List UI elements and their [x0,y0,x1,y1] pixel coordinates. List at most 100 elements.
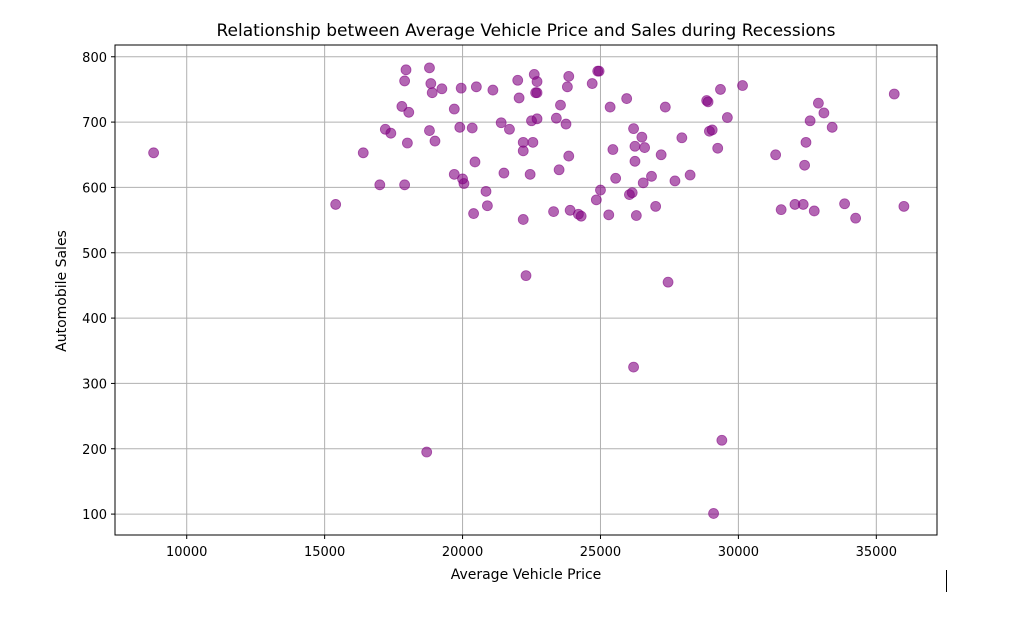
y-tick-label: 200 [82,443,107,458]
y-axis-title: Automobile Sales [54,230,70,352]
y-tick-label: 300 [82,377,107,392]
scatter-point [629,155,641,167]
scatter-point [480,185,492,197]
scatter-point [676,132,688,144]
scatter-point [517,145,529,157]
scatter-point [812,97,824,109]
scatter-point [626,187,638,199]
scatter-point [424,62,435,74]
scatter-point [403,106,415,118]
scatter-point [655,149,667,161]
scatter-point [468,208,479,219]
scatter-point [555,99,566,111]
scatter-point [586,78,598,89]
scatter-point [607,144,619,155]
scatter-point [498,167,510,179]
scatter-point [550,112,562,124]
y-tick-label: 100 [82,508,107,523]
x-tick-label: 35000 [856,545,897,560]
text-cursor [946,570,947,592]
x-tick-label: 10000 [166,545,207,560]
scatter-point [684,169,696,181]
x-tick-label: 25000 [580,545,621,560]
scatter-point [399,75,411,87]
scatter-point [513,92,525,104]
scatter-point [590,194,602,206]
scatter-point [517,214,529,225]
scatter-point [548,206,559,218]
scatter-point [898,200,910,212]
scatter-point [604,101,616,113]
scatter-point [400,64,412,76]
scatter-point [512,74,524,86]
scatter-point [357,147,369,159]
scatter-point [630,210,642,221]
scatter-point [593,65,605,77]
scatter-point [808,205,820,217]
scatter-point [520,270,532,282]
y-tick-label: 800 [82,51,107,66]
scatter-point [385,127,397,139]
scatter-point [595,184,606,196]
scatter-point [610,172,622,184]
scatter-point [662,276,674,288]
scatter-point [454,121,466,133]
scatter-point [706,124,718,136]
scatter-point [426,87,438,99]
scatter-point [448,103,460,115]
scatter-point [770,149,782,161]
scatter-point [448,168,460,180]
scatter-point [330,199,342,210]
y-tick-label: 500 [82,247,107,262]
scatter-point [524,168,536,180]
scatter-point [826,121,838,133]
axis-ticks: 10000 15000 20000 25000 30000 35000 100 200 300 4… [82,51,897,560]
scatter-point [737,80,748,91]
scatter-point [636,131,648,143]
scatter-point [466,122,478,134]
scatter-point [399,179,411,191]
scatter-point [487,84,499,96]
scatter-point [702,96,714,108]
scatter-point [470,81,482,93]
scatter-point [800,136,812,148]
scatter-point [629,140,641,152]
scatter-point [839,198,850,210]
scatter-point [646,170,657,182]
scatter-point [563,70,575,82]
scatter-point [888,88,900,100]
x-axis-title: Average Vehicle Price [451,567,602,583]
scatter-point [716,434,728,446]
scatter-point [797,199,809,210]
scatter-point [669,175,681,187]
scatter-point [469,156,481,168]
y-tick-label: 600 [82,181,107,196]
scatter-point [374,179,386,191]
scatter-point [531,76,543,87]
data-points [148,62,910,519]
x-tick-label: 15000 [304,545,345,560]
plot-frame [114,44,938,536]
x-tick-label: 20000 [442,545,483,560]
scatter-point [563,150,575,162]
scatter-point [637,177,649,189]
chart-title: Relationship between Average Vehicle Pri… [216,21,835,41]
scatter-point [401,137,413,149]
scatter-point [603,209,615,221]
scatter-point [560,118,572,130]
scatter-point [628,361,639,373]
y-tick-label: 400 [82,312,107,327]
scatter-point [495,117,507,129]
scatter-point [659,101,671,113]
grid-lines [115,45,937,535]
scatter-point [396,101,408,112]
scatter-point [553,164,565,176]
scatter-point [504,123,515,135]
scatter-point [715,84,726,95]
scatter-point [424,125,435,136]
y-tick-label: 700 [82,116,107,131]
scatter-point [818,107,830,119]
scatter-point [148,147,160,159]
scatter-point [425,78,437,89]
